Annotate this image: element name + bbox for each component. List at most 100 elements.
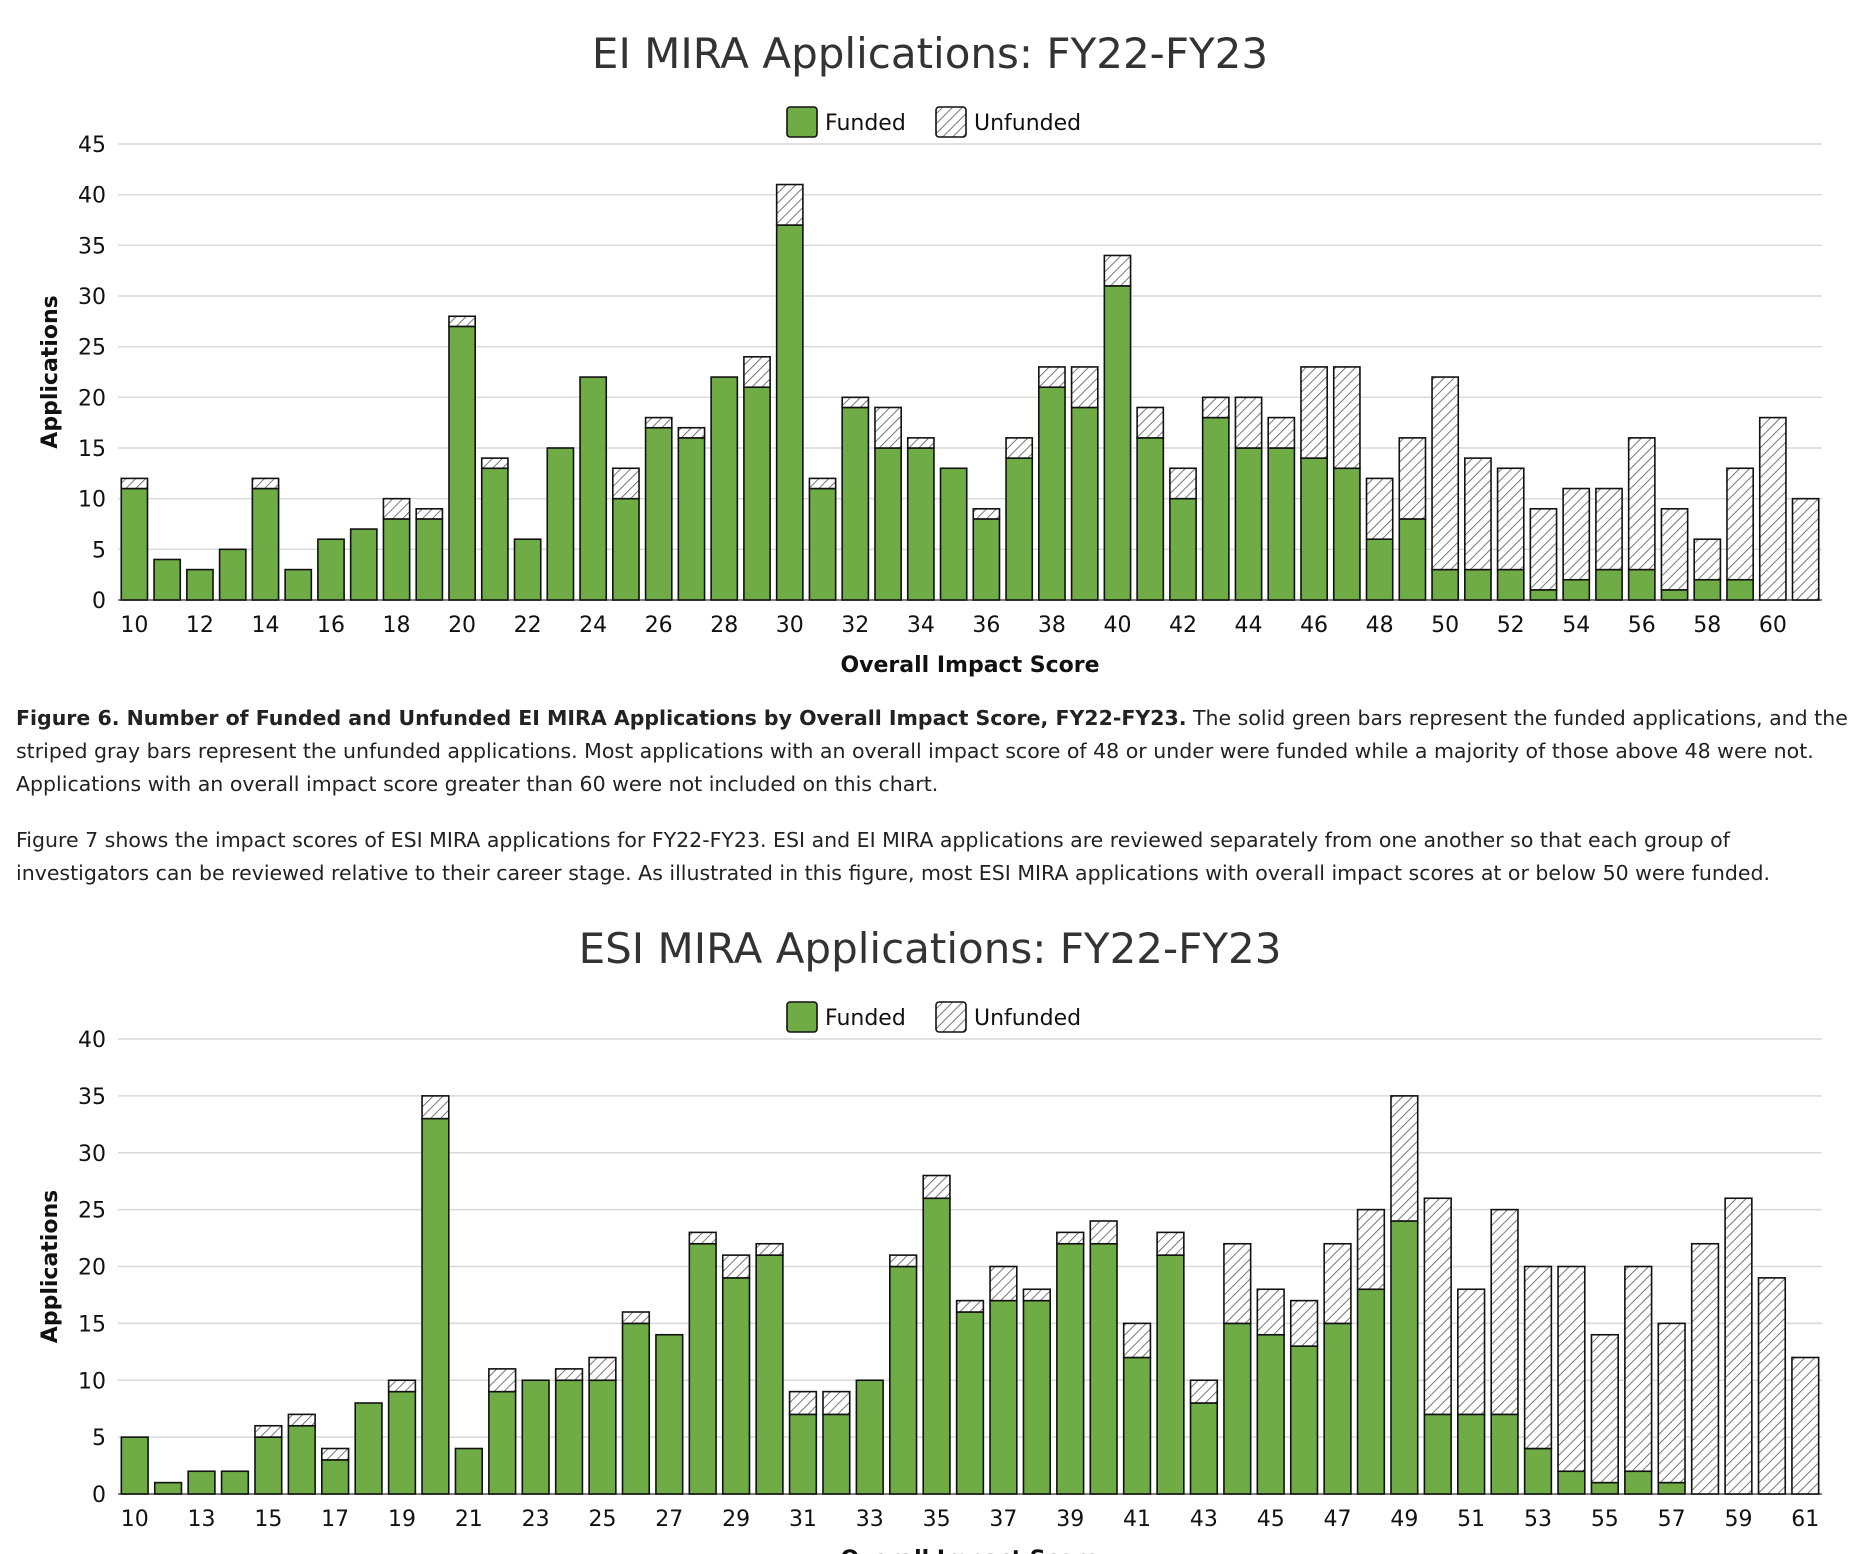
esi-bar-funded xyxy=(321,1459,350,1495)
ei-legend-unfunded-swatch xyxy=(935,106,967,138)
ei-bar-funded xyxy=(841,406,870,601)
esi-x-tick: 23 xyxy=(522,1507,550,1532)
esi-bar-funded xyxy=(488,1390,517,1495)
esi-bar-funded xyxy=(822,1413,851,1495)
esi-bar-funded xyxy=(889,1265,918,1495)
ei-bar-funded xyxy=(677,437,706,601)
esi-bar-funded xyxy=(1256,1333,1285,1495)
esi-bar-unfunded xyxy=(1122,1322,1152,1359)
esi-bar-unfunded xyxy=(254,1424,283,1438)
ei-y-tick: 25 xyxy=(78,336,106,361)
ei-bar-unfunded xyxy=(1365,477,1394,540)
esi-bar-unfunded xyxy=(1624,1265,1653,1473)
ei-x-tick: 32 xyxy=(841,613,869,638)
caption-label: Figure 6. Number of Funded and Unfunded … xyxy=(16,706,1187,730)
ei-bar-unfunded xyxy=(743,355,771,388)
ei-bar-unfunded xyxy=(1660,507,1689,591)
esi-bar-funded xyxy=(922,1197,951,1495)
esi-bar-unfunded xyxy=(321,1447,350,1461)
ei-bar-funded xyxy=(1103,285,1132,601)
ei-bar-funded xyxy=(743,386,771,601)
esi-bar-unfunded xyxy=(1022,1288,1051,1302)
ei-bar-funded xyxy=(1300,457,1328,601)
ei-bar-unfunded xyxy=(382,497,411,520)
esi-bar-unfunded xyxy=(1757,1277,1787,1495)
esi-x-tick: 41 xyxy=(1123,1507,1151,1532)
ei-y-tick: 0 xyxy=(92,589,106,614)
ei-bar-funded xyxy=(284,568,313,601)
ei-bar-unfunded xyxy=(1693,538,1722,581)
esi-bar-funded xyxy=(1223,1322,1252,1495)
esi-bar-unfunded xyxy=(721,1254,751,1279)
esi-x-tick: 33 xyxy=(856,1507,884,1532)
ei-x-tick: 18 xyxy=(383,613,411,638)
esi-y-tick: 15 xyxy=(78,1312,106,1337)
esi-bar-unfunded xyxy=(1390,1095,1419,1222)
esi-bar-unfunded xyxy=(588,1356,617,1382)
ei-bar-funded xyxy=(120,487,149,601)
ei-bar-funded xyxy=(579,376,608,601)
esi-x-tick: 25 xyxy=(588,1507,616,1532)
esi-x-tick: 17 xyxy=(321,1507,349,1532)
ei-y-tick: 5 xyxy=(92,538,106,563)
esi-mira-chart: ESI MIRA Applications: FY22-FY23 Funded Un… xyxy=(38,924,1822,1554)
ei-bar-funded xyxy=(1070,406,1099,601)
ei-bar-unfunded xyxy=(120,477,149,490)
esi-x-tick: 21 xyxy=(455,1507,483,1532)
ei-x-tick: 58 xyxy=(1693,613,1721,638)
ei-bar-unfunded xyxy=(1398,437,1427,520)
esi-bar-unfunded xyxy=(688,1231,717,1245)
esi-bar-unfunded xyxy=(421,1095,450,1120)
ei-x-tick: 42 xyxy=(1169,613,1197,638)
esi-bar-unfunded xyxy=(755,1242,784,1256)
esi-bar-unfunded xyxy=(1089,1220,1118,1245)
ei-x-tick: 22 xyxy=(514,613,542,638)
ei-bar-unfunded xyxy=(415,507,444,520)
esi-bar-unfunded xyxy=(488,1368,517,1393)
ei-bar-unfunded xyxy=(1201,396,1230,419)
ei-bar-funded xyxy=(1005,457,1034,601)
esi-bar-funded xyxy=(755,1254,784,1495)
ei-bar-unfunded xyxy=(612,467,640,500)
esi-bar-unfunded xyxy=(1457,1288,1486,1416)
ei-y-axis-label: Applications xyxy=(38,295,63,448)
ei-bar-funded xyxy=(1529,589,1558,601)
esi-x-tick: 27 xyxy=(655,1507,683,1532)
ei-bar-funded xyxy=(1332,467,1361,601)
esi-bar-funded xyxy=(1056,1242,1085,1495)
ei-x-tick: 38 xyxy=(1038,613,1066,638)
ei-x-tick: 20 xyxy=(448,613,476,638)
esi-bar-unfunded xyxy=(1156,1231,1185,1256)
ei-x-tick: 44 xyxy=(1235,613,1263,638)
esi-bar-unfunded xyxy=(287,1413,316,1427)
ei-y-tick: 45 xyxy=(78,133,106,158)
ei-bar-unfunded xyxy=(1562,487,1591,581)
esi-legend: Funded Unfunded xyxy=(786,1001,1081,1033)
esi-x-tick: 29 xyxy=(722,1507,750,1532)
ei-bar-unfunded xyxy=(677,426,706,439)
esi-bar-unfunded xyxy=(822,1390,851,1416)
ei-x-tick: 30 xyxy=(776,613,804,638)
ei-bar-funded xyxy=(906,447,935,601)
ei-bar-funded xyxy=(1562,578,1591,601)
ei-bar-funded xyxy=(1038,386,1066,601)
ei-legend-funded-swatch xyxy=(786,106,818,138)
esi-x-tick: 57 xyxy=(1658,1507,1686,1532)
esi-y-tick: 0 xyxy=(92,1483,106,1508)
esi-bar-funded xyxy=(1490,1413,1519,1495)
ei-bar-funded xyxy=(1234,447,1263,601)
esi-bar-unfunded xyxy=(1056,1231,1085,1245)
ei-x-axis-label: Overall Impact Score xyxy=(840,653,1099,678)
esi-bar-unfunded xyxy=(1557,1265,1586,1473)
esi-bar-unfunded xyxy=(1189,1379,1219,1404)
esi-bar-funded xyxy=(1590,1481,1619,1495)
esi-x-tick: 59 xyxy=(1724,1507,1752,1532)
esi-x-tick: 61 xyxy=(1791,1507,1819,1532)
esi-x-tick: 47 xyxy=(1324,1507,1352,1532)
ei-bar-funded xyxy=(513,538,542,601)
ei-x-tick: 40 xyxy=(1103,613,1131,638)
ei-bar-unfunded xyxy=(644,416,673,429)
ei-bar-funded xyxy=(1136,437,1165,601)
ei-mira-chart: EI MIRA Applications: FY22-FY23 Funded Unf… xyxy=(38,29,1822,678)
